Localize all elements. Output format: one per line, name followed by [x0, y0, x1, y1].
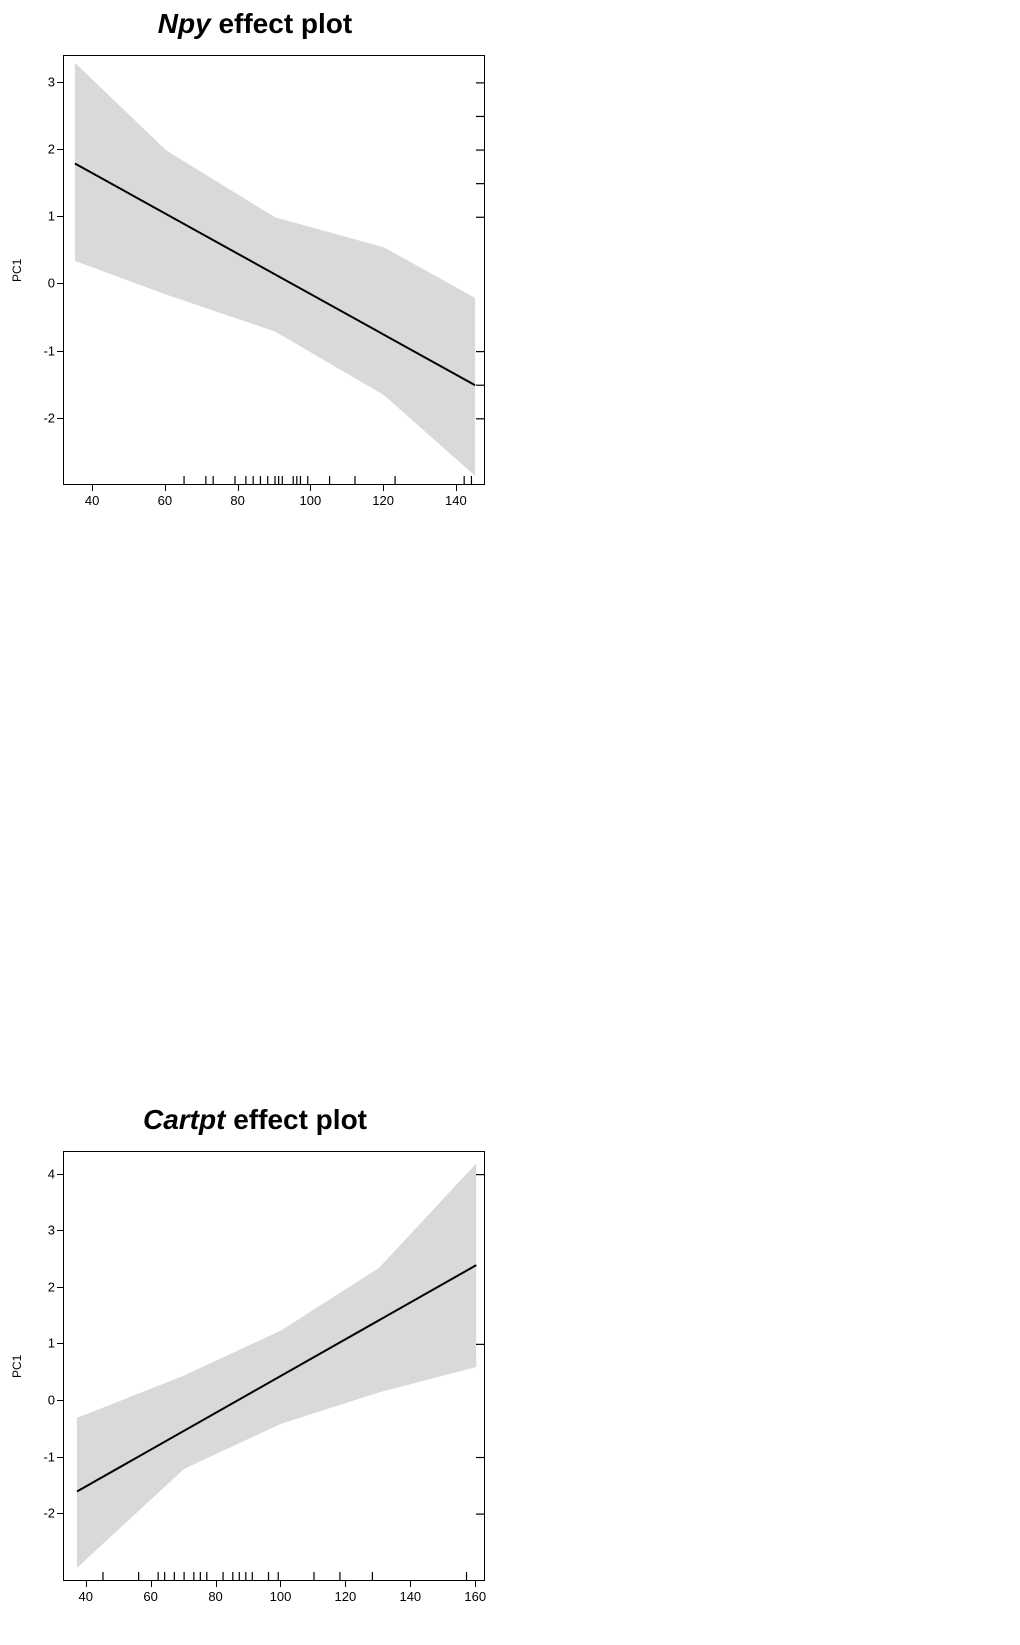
y-tick-label: 0: [33, 276, 55, 291]
y-tick: [57, 283, 63, 284]
title-suffix: effect plot: [211, 8, 353, 39]
x-tick: [92, 485, 93, 491]
x-tick-label: 80: [230, 493, 244, 508]
x-tick: [345, 1581, 346, 1587]
y-tick: [57, 1513, 63, 1514]
x-tick: [86, 1581, 87, 1587]
x-tick: [310, 485, 311, 491]
x-tick: [280, 1581, 281, 1587]
y-tick-label: 4: [33, 1166, 55, 1181]
y-tick: [57, 418, 63, 419]
y-tick: [57, 1400, 63, 1401]
x-tick: [383, 485, 384, 491]
x-tick-label: 120: [335, 1589, 357, 1604]
x-tick-label: 40: [78, 1589, 92, 1604]
y-tick: [57, 1457, 63, 1458]
x-tick: [475, 1581, 476, 1587]
y-tick: [57, 82, 63, 83]
y-tick-label: -1: [33, 1449, 55, 1464]
y-tick-label: 2: [33, 142, 55, 157]
y-tick: [57, 149, 63, 150]
y-tick-label: 1: [33, 209, 55, 224]
y-tick-label: 0: [33, 1392, 55, 1407]
figure-grid: Npy effect plot PC1 40 60 80 100 120 140 -2 -1 0 1 2…: [0, 0, 1020, 1097]
y-tick: [57, 1287, 63, 1288]
panel-cartpt: Cartpt effect plotPC1406080100120140160-…: [0, 1096, 510, 1645]
title-gene: Cartpt: [143, 1104, 225, 1135]
y-tick: [57, 1343, 63, 1344]
confidence-band: [75, 63, 475, 476]
y-tick-label: -2: [33, 410, 55, 425]
y-tick-label: -1: [33, 343, 55, 358]
x-tick: [165, 485, 166, 491]
x-tick-label: 100: [300, 493, 322, 508]
x-tick-label: 140: [445, 493, 467, 508]
y-tick: [57, 216, 63, 217]
x-tick: [410, 1581, 411, 1587]
y-axis-label: PC1: [10, 1355, 24, 1378]
x-tick: [456, 485, 457, 491]
confidence-band: [77, 1163, 476, 1568]
x-tick-label: 60: [143, 1589, 157, 1604]
y-tick-label: 3: [33, 74, 55, 89]
y-axis-label: PC1: [10, 259, 24, 282]
title-gene: Npy: [158, 8, 211, 39]
y-tick: [57, 1230, 63, 1231]
x-tick-label: 140: [399, 1589, 421, 1604]
y-tick-label: -2: [33, 1506, 55, 1521]
x-tick: [151, 1581, 152, 1587]
y-tick: [57, 351, 63, 352]
panel-title: Cartpt effect plot: [0, 1104, 510, 1136]
x-tick: [238, 485, 239, 491]
x-tick-label: 80: [208, 1589, 222, 1604]
x-tick: [216, 1581, 217, 1587]
panel-title: Npy effect plot: [0, 8, 510, 40]
y-tick-label: 2: [33, 1279, 55, 1294]
plot-svg: [64, 1152, 486, 1582]
y-tick-label: 3: [33, 1223, 55, 1238]
y-tick: [57, 1174, 63, 1175]
plot-svg: [64, 56, 486, 486]
plot-area: [63, 1151, 485, 1581]
y-tick-label: 1: [33, 1336, 55, 1351]
panel-npy: Npy effect plot PC1 40 60 80 100 120 140 -2 -1 0 1 2…: [0, 0, 510, 548]
x-tick-label: 40: [85, 493, 99, 508]
x-tick-label: 160: [464, 1589, 486, 1604]
x-tick-label: 100: [270, 1589, 292, 1604]
x-tick-label: 120: [372, 493, 394, 508]
x-tick-label: 60: [158, 493, 172, 508]
title-suffix: effect plot: [225, 1104, 367, 1135]
plot-area: [63, 55, 485, 485]
